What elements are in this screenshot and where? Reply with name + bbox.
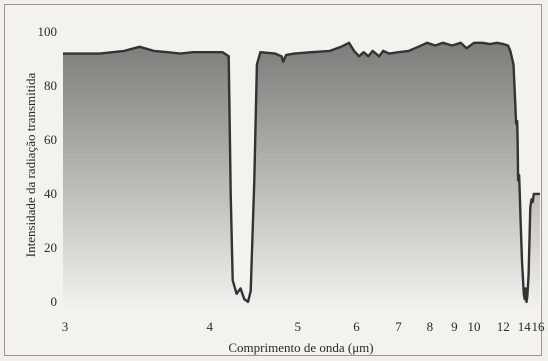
x-tick-label: 9 bbox=[451, 319, 458, 334]
y-axis-label: Intensidade da radiação transmitida bbox=[23, 73, 38, 258]
x-tick-label: 5 bbox=[295, 319, 302, 334]
transmission-area bbox=[63, 42, 540, 311]
y-tick-label: 100 bbox=[38, 24, 58, 39]
y-tick-label: 20 bbox=[44, 240, 57, 255]
x-tick-label: 14 bbox=[518, 319, 532, 334]
x-tick-label: 10 bbox=[468, 319, 481, 334]
y-tick-label: 60 bbox=[44, 132, 57, 147]
x-axis-label: Comprimento de onda (μm) bbox=[228, 340, 373, 355]
x-tick-label: 3 bbox=[62, 319, 69, 334]
x-tick-label: 4 bbox=[207, 319, 214, 334]
x-tick-label: 12 bbox=[497, 319, 510, 334]
x-axis-ticks: 3 4 5 6 7 8 9 10 12 14 16 bbox=[62, 319, 545, 334]
y-tick-label: 0 bbox=[51, 294, 58, 309]
x-tick-label: 7 bbox=[395, 319, 402, 334]
y-axis-ticks: 0 20 40 60 80 100 bbox=[38, 24, 58, 309]
x-tick-label: 16 bbox=[532, 319, 546, 334]
transmission-line bbox=[63, 41, 540, 304]
y-tick-label: 40 bbox=[44, 186, 57, 201]
x-tick-label: 8 bbox=[427, 319, 434, 334]
x-tick-label: 6 bbox=[353, 319, 360, 334]
y-tick-label: 80 bbox=[44, 78, 57, 93]
